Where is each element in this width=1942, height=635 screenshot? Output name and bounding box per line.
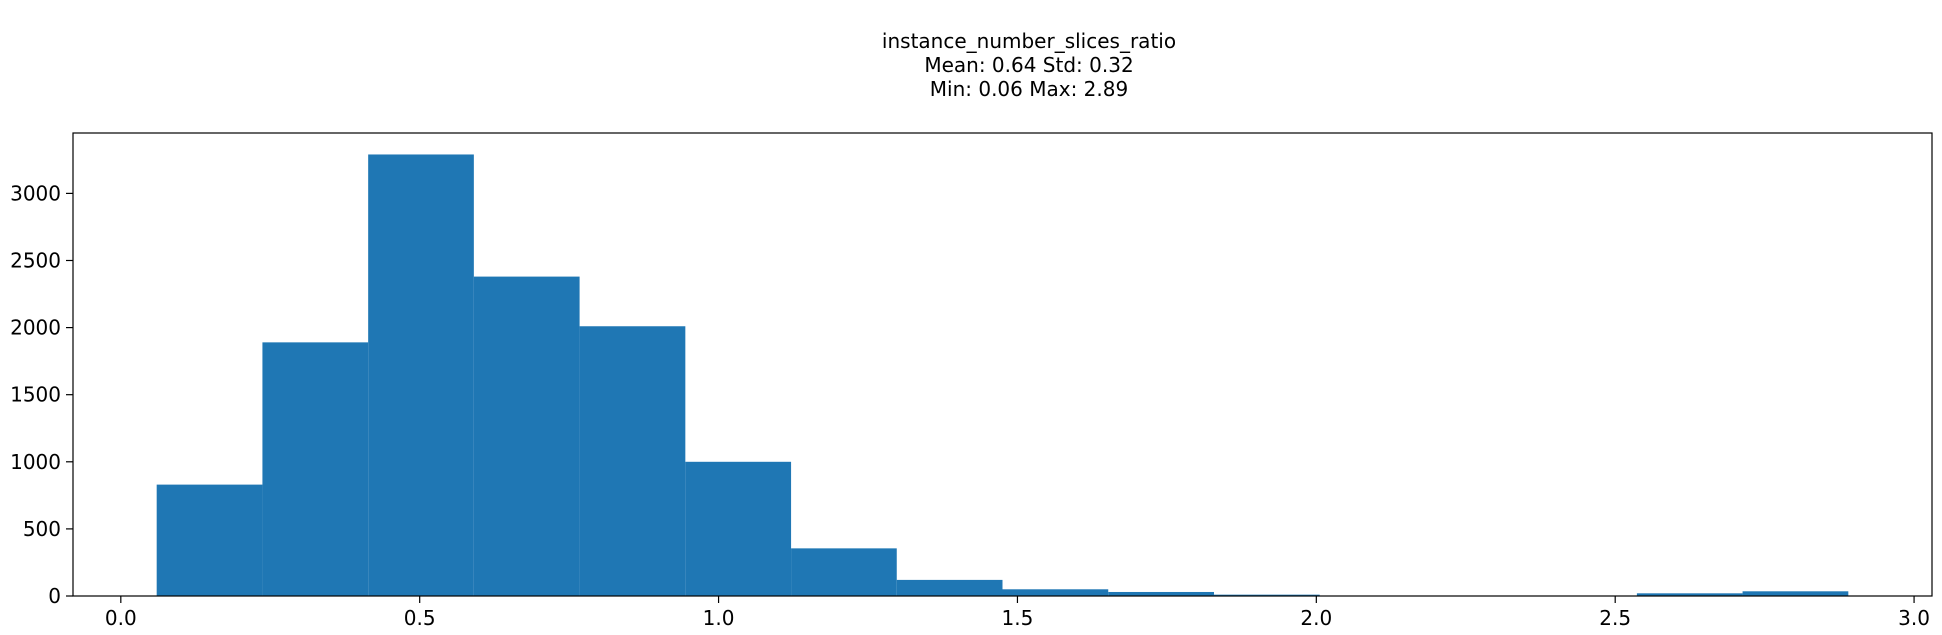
y-axis-ticks: 0 500 1000 1500 2000 2500 3000 — [10, 181, 73, 608]
histogram-bar — [579, 326, 686, 596]
histogram-bar — [156, 484, 263, 596]
histogram-bar — [473, 276, 580, 596]
x-tick-label: 2.5 — [1599, 606, 1631, 630]
plot-area-frame — [72, 132, 1933, 597]
x-tick-label: 3.0 — [1898, 606, 1930, 630]
histogram-bar — [685, 461, 792, 596]
y-tick-label: 1500 — [10, 383, 61, 407]
y-tick-label: 500 — [23, 517, 61, 541]
chart-subtitle-stats-1: Mean: 0.64 Std: 0.32 — [924, 53, 1133, 77]
x-tick-label: 2.0 — [1300, 606, 1332, 630]
x-tick-label: 1.5 — [1002, 606, 1034, 630]
chart-title-group: instance_number_slices_ratio Mean: 0.64 … — [882, 29, 1176, 101]
x-tick-label: 0.5 — [404, 606, 436, 630]
histogram-bar — [791, 548, 897, 596]
histogram-bar — [1002, 589, 1109, 596]
histogram-bars — [156, 154, 1849, 596]
chart-title: instance_number_slices_ratio — [882, 29, 1176, 53]
y-tick-label: 3000 — [10, 181, 61, 205]
histogram-bar — [1742, 591, 1849, 596]
y-tick-label: 1000 — [10, 450, 61, 474]
x-tick-label: 1.0 — [703, 606, 735, 630]
y-tick-label: 0 — [48, 584, 61, 608]
histogram-bar — [896, 579, 1003, 596]
histogram-bar — [368, 154, 474, 596]
y-tick-label: 2000 — [10, 316, 61, 340]
histogram-bar — [1636, 593, 1743, 596]
x-axis-ticks: 0.0 0.5 1.0 1.5 2.0 2.5 3.0 — [105, 596, 1930, 630]
histogram-bar — [262, 342, 369, 596]
histogram-bar — [1213, 594, 1320, 596]
histogram-bar — [1108, 591, 1214, 596]
y-tick-label: 2500 — [10, 248, 61, 272]
x-tick-label: 0.0 — [105, 606, 137, 630]
chart-subtitle-stats-2: Min: 0.06 Max: 2.89 — [930, 77, 1128, 101]
